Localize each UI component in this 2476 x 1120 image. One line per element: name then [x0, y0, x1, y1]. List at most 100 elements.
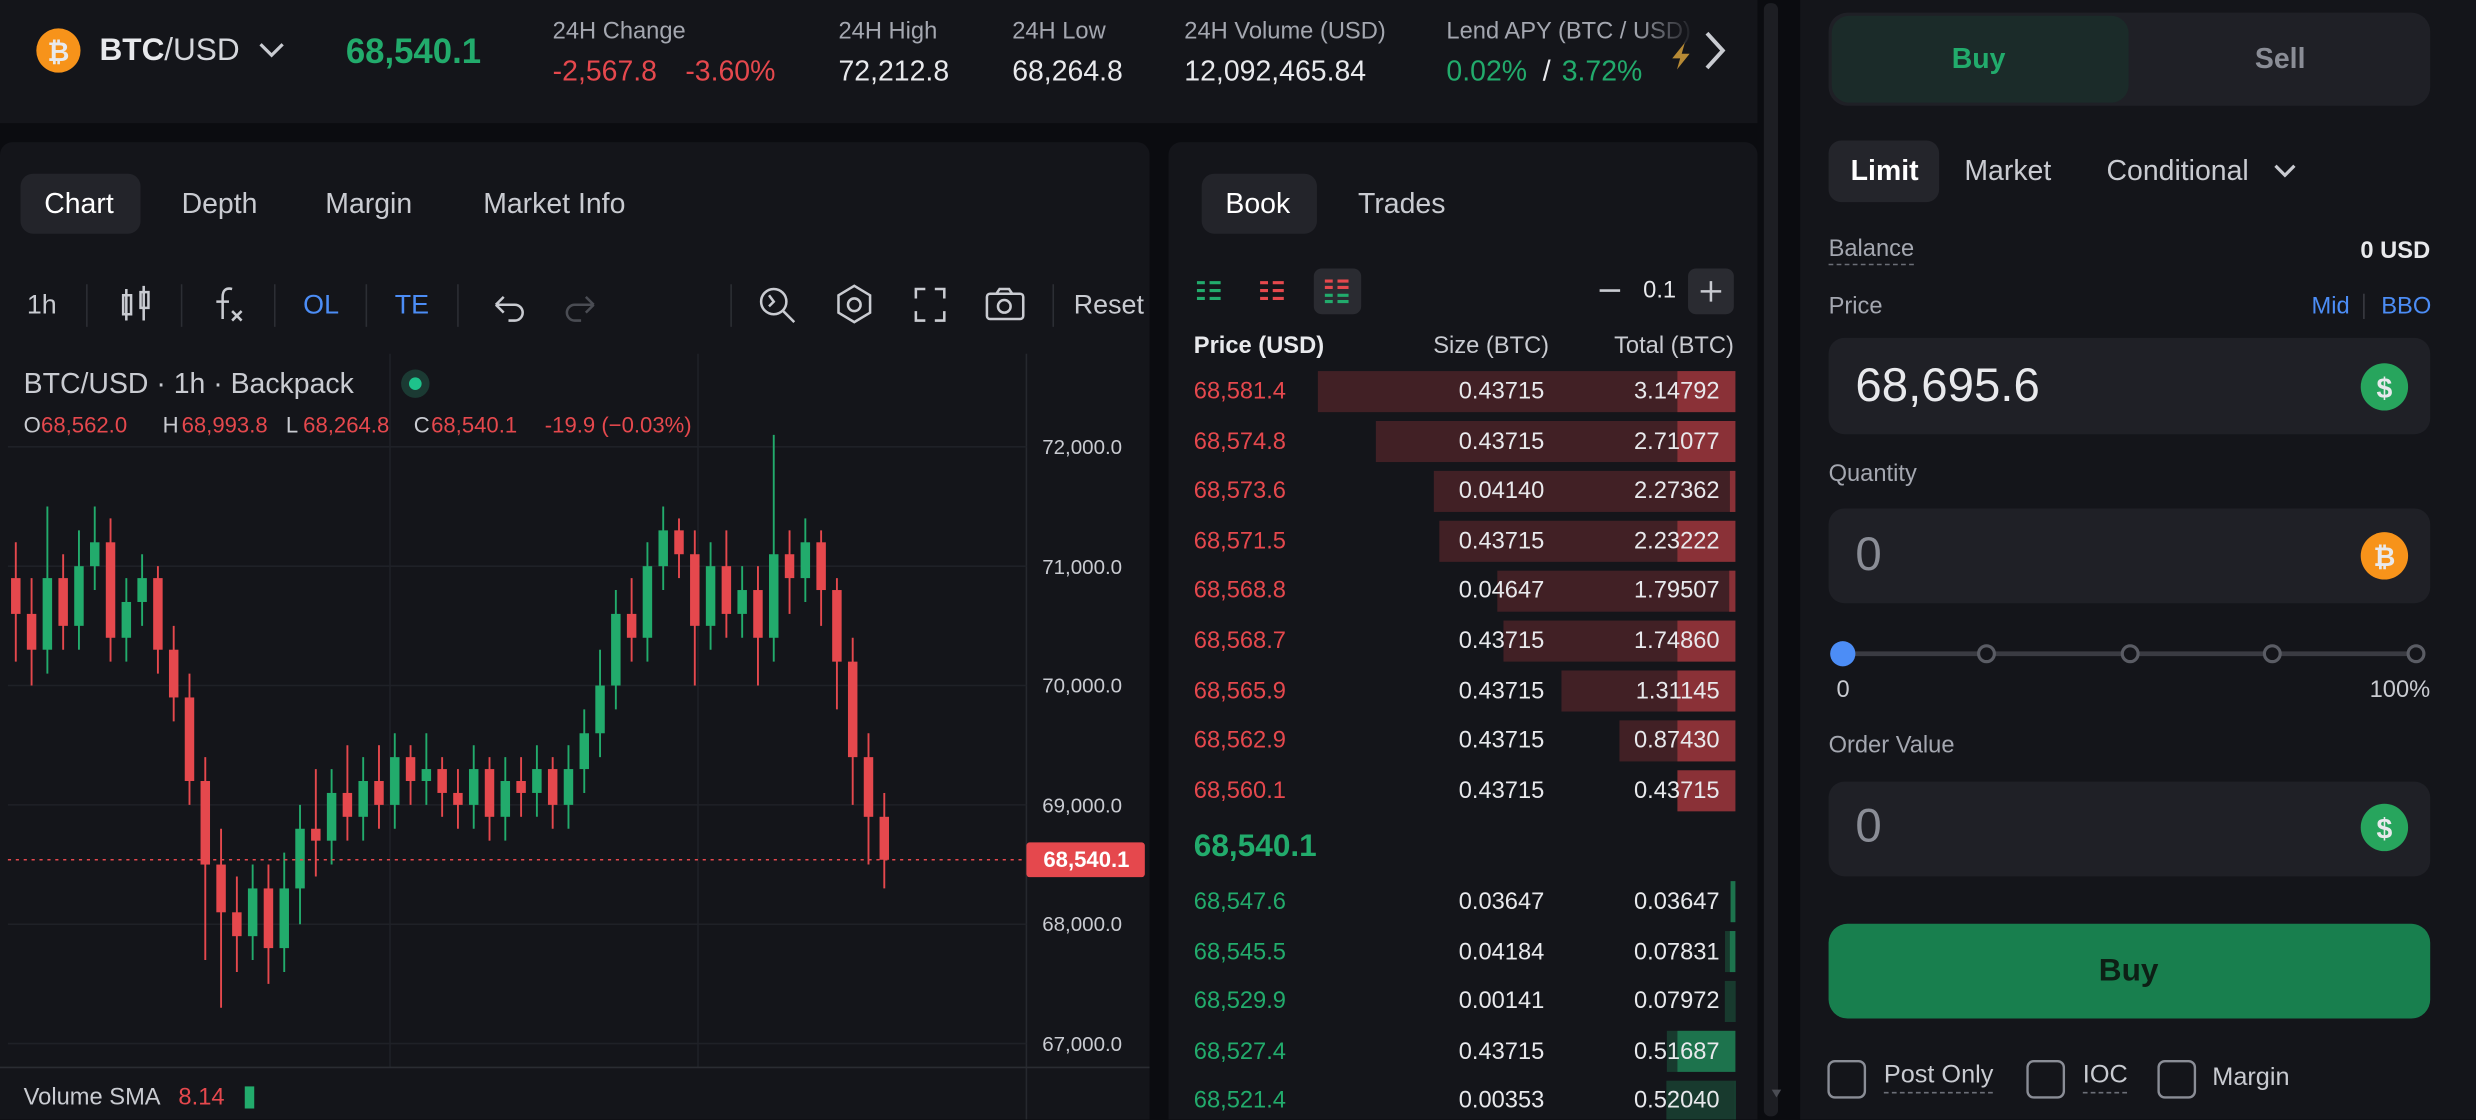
depth-bar [1619, 720, 1736, 762]
candle-body [453, 792, 463, 805]
view-toggle-bg [1313, 268, 1362, 315]
size: 0.00141 [1458, 988, 1545, 1015]
label: 24H Low [1012, 18, 1106, 46]
y-tick-label: 71,000.0 [1042, 554, 1123, 578]
next-arrow [1705, 31, 1726, 70]
candle-body [295, 828, 305, 889]
price: 68,562.9 [1193, 727, 1286, 755]
label: 68,540.1 [431, 412, 518, 438]
type-tab[interactable]: Conditional [2106, 154, 2249, 187]
tool[interactable]: OL [303, 289, 340, 320]
option[interactable]: IOC [2082, 1063, 2128, 1094]
y-tick-label: 72,000.0 [1042, 434, 1123, 459]
buy-button[interactable] [1828, 923, 2431, 1019]
tab[interactable]: Margin [325, 187, 413, 220]
candle-body [200, 781, 211, 865]
type-tab[interactable]: Limit [1850, 154, 1919, 187]
label: BTC [99, 33, 165, 68]
candle-body [705, 566, 716, 626]
price: 68,574.8 [1193, 428, 1286, 455]
candle-body [769, 554, 779, 638]
candle-body [800, 542, 811, 579]
candle-body [421, 769, 432, 782]
candle-body [405, 757, 416, 782]
candle-body [468, 769, 479, 805]
tab[interactable]: Chart [44, 187, 114, 220]
candle-body [26, 613, 37, 650]
size-bar [1677, 770, 1736, 812]
label: -19.9 (−0.03%) [544, 412, 692, 438]
checkboxes[interactable] [1827, 1059, 2197, 1099]
book-view-icons [1196, 279, 1349, 304]
quantity-input[interactable] [1828, 508, 2431, 604]
label: Order Value [1828, 731, 1955, 759]
chevron [259, 43, 284, 58]
candle-body [595, 685, 605, 734]
option[interactable]: Post Only [1883, 1063, 1994, 1094]
order-value-input[interactable] [1828, 781, 2431, 877]
depth-bar [1433, 470, 1736, 512]
tab[interactable]: Market Info [483, 187, 626, 220]
candle-body [847, 661, 858, 758]
type-active[interactable] [1828, 140, 1940, 203]
candle-body [247, 888, 258, 937]
scrollbar [1763, 3, 1779, 1117]
candle-body [532, 769, 542, 793]
submit-label[interactable]: Buy [2098, 953, 2159, 989]
side-active[interactable] [1831, 15, 2129, 103]
candle-body [342, 792, 353, 817]
label: 3.72% [1561, 55, 1643, 87]
tab[interactable]: Book [1225, 187, 1291, 220]
candle-body [484, 769, 495, 817]
side-tab[interactable]: Buy [1951, 42, 2006, 75]
total: 3.14792 [1633, 378, 1720, 406]
tab[interactable]: Depth [181, 187, 258, 220]
candle-body [374, 781, 384, 805]
type-tab[interactable]: Market [1964, 154, 2052, 187]
y-tick-label: 70,000.0 [1042, 673, 1123, 698]
depth-bar [1375, 420, 1736, 463]
candle-body [168, 649, 179, 698]
reset[interactable]: Reset [1073, 289, 1144, 320]
candle-body [58, 578, 68, 626]
toolbar-icons [121, 284, 1025, 324]
price-input[interactable] [1828, 337, 2431, 435]
lightning [1672, 42, 1690, 70]
plus [1700, 281, 1722, 302]
interval[interactable]: 1h [26, 289, 57, 320]
column-header: Size (BTC) [1433, 332, 1550, 360]
candle-body [721, 566, 732, 614]
candle-body [863, 757, 874, 817]
size: 0.00353 [1458, 1087, 1545, 1115]
slider-thumb[interactable] [1830, 641, 1856, 667]
label: O [23, 412, 41, 438]
option[interactable]: Margin [2212, 1064, 2290, 1092]
label: Quantity [1828, 460, 1917, 488]
size: 0.04184 [1458, 938, 1545, 965]
label: 68,993.8 [181, 412, 268, 438]
label: BTC/USD · 1h · Backpack [23, 367, 354, 400]
label: 68,540.1 [345, 31, 482, 72]
scroll-arrow [1771, 1089, 1782, 1098]
candle-body [390, 757, 400, 805]
mid-link[interactable]: Mid [2311, 292, 2350, 320]
tab-active[interactable] [1201, 173, 1317, 234]
tool[interactable]: TE [394, 289, 430, 320]
label: 100% [2369, 676, 2431, 704]
size-bar [1677, 620, 1736, 662]
side-tab[interactable]: Sell [2254, 42, 2306, 75]
size: 0.43715 [1458, 428, 1545, 455]
tab-active[interactable] [20, 173, 141, 234]
tab[interactable]: Trades [1358, 187, 1446, 220]
bbo-link[interactable]: BBO [2381, 292, 2432, 320]
price: 68,527.4 [1193, 1037, 1286, 1065]
candle-body [105, 542, 116, 638]
depth-bar [1561, 670, 1736, 712]
price: 68,529.9 [1193, 988, 1286, 1015]
candle-body [832, 590, 842, 662]
total: 0.43715 [1633, 777, 1720, 805]
candle-body [437, 769, 447, 793]
